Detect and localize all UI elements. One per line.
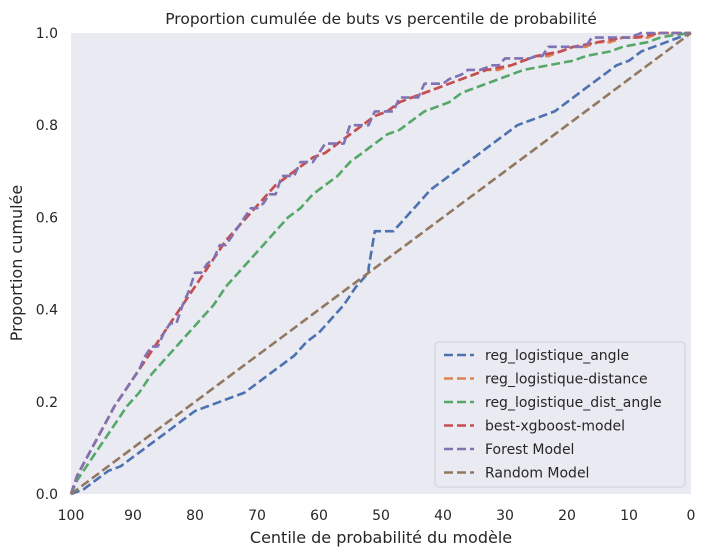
legend-label-0: reg_logistique_angle bbox=[485, 348, 629, 364]
series-line-0 bbox=[70, 31, 692, 496]
x-tick-label: 30 bbox=[496, 508, 514, 524]
legend-label-3: best-xgboost-model bbox=[485, 419, 625, 435]
x-tick-label: 60 bbox=[310, 508, 328, 524]
series-line-4 bbox=[69, 31, 691, 495]
legend: reg_logistique_angle reg_logistique-dista… bbox=[434, 341, 686, 488]
y-tick-label: 0.4 bbox=[36, 303, 58, 319]
x-axis-label: Centile de probabilité du modèle bbox=[250, 528, 512, 547]
series-line-2 bbox=[69, 31, 692, 495]
series-line-5 bbox=[70, 31, 692, 496]
legend-label-4: Forest Model bbox=[485, 442, 574, 458]
y-axis-label: Proportion cumulée bbox=[7, 185, 26, 341]
x-tick-label: 70 bbox=[248, 508, 266, 524]
legend-label-1: reg_logistique-distance bbox=[485, 372, 648, 388]
x-tick-label: 90 bbox=[124, 508, 142, 524]
y-tick-label: 0.8 bbox=[36, 118, 58, 134]
y-axis-ticks: 0.0 0.2 0.4 0.6 0.8 1.0 bbox=[36, 26, 58, 503]
legend-label-2: reg_logistique_dist_angle bbox=[485, 395, 662, 411]
y-tick-label: 0.2 bbox=[36, 395, 58, 411]
x-tick-label: 10 bbox=[620, 508, 638, 524]
legend-box bbox=[434, 341, 686, 488]
x-tick-label: 100 bbox=[58, 508, 85, 524]
legend-label-5: Random Model bbox=[485, 466, 589, 482]
x-tick-label: 20 bbox=[558, 508, 576, 524]
y-tick-label: 0.0 bbox=[36, 487, 58, 503]
y-tick-label: 1.0 bbox=[36, 26, 58, 42]
x-tick-label: 80 bbox=[186, 508, 204, 524]
y-tick-label: 0.6 bbox=[36, 210, 58, 226]
x-tick-label: 0 bbox=[687, 508, 696, 524]
x-tick-label: 50 bbox=[372, 508, 390, 524]
x-tick-label: 40 bbox=[434, 508, 452, 524]
x-axis-ticks: 100 90 80 70 60 50 40 30 20 10 0 bbox=[58, 508, 696, 524]
series-layer bbox=[69, 31, 692, 496]
chart-title: Proportion cumulée de buts vs percentile… bbox=[165, 10, 597, 28]
